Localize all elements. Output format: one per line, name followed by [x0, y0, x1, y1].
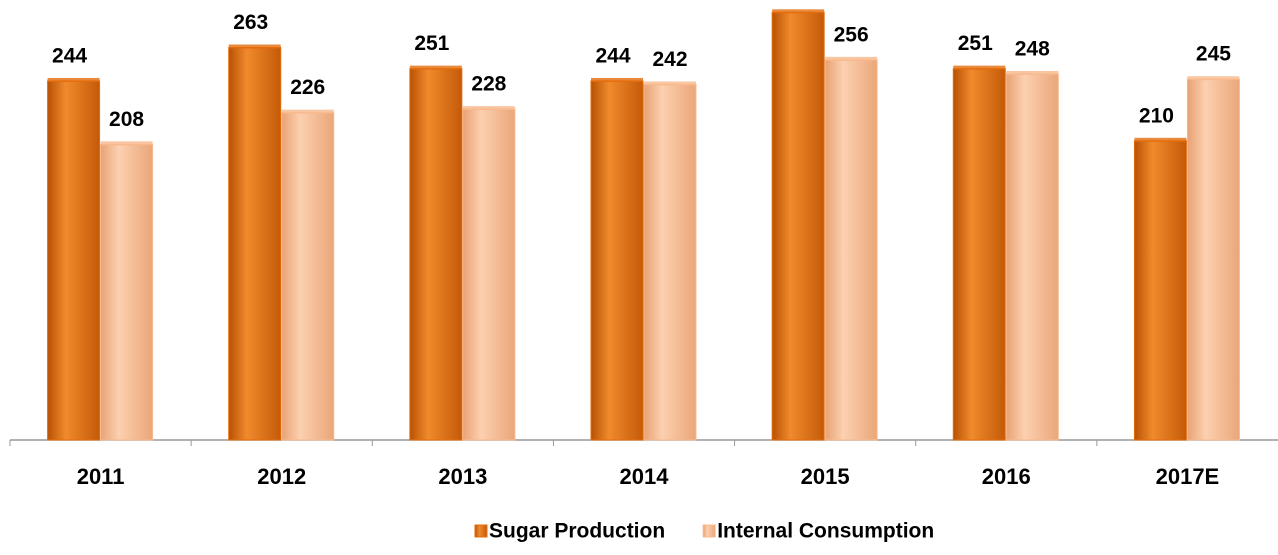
- bar-top: [825, 56, 878, 61]
- data-label: 248: [1015, 37, 1050, 60]
- legend-swatch: [702, 524, 716, 538]
- bar: [409, 68, 463, 441]
- data-label: 208: [109, 108, 144, 131]
- bar: [771, 11, 825, 441]
- data-label: 228: [471, 73, 506, 96]
- bar-top: [953, 65, 1006, 70]
- data-label: 263: [233, 11, 268, 34]
- bar: [952, 68, 1006, 441]
- data-label: 256: [834, 23, 869, 46]
- bar: [1133, 140, 1187, 441]
- bar-top: [100, 141, 153, 146]
- bar-top: [1006, 70, 1059, 75]
- bar: [462, 108, 516, 441]
- bar-top: [1187, 76, 1240, 81]
- data-label: 251: [414, 32, 449, 55]
- data-label: 242: [652, 48, 687, 71]
- bar-top: [644, 81, 696, 86]
- legend-label: Internal Consumption: [717, 520, 934, 543]
- data-label: 244: [595, 45, 630, 68]
- data-label: 244: [52, 45, 87, 68]
- bar-top: [462, 106, 515, 111]
- data-label: 210: [1139, 104, 1174, 127]
- x-tick-label: 2011: [77, 464, 125, 489]
- bar: [228, 47, 282, 441]
- bar: [1186, 78, 1240, 441]
- bar-top: [47, 77, 100, 82]
- bar-top: [1134, 137, 1187, 142]
- data-label: 251: [958, 32, 993, 55]
- data-label: 226: [290, 76, 325, 99]
- data-label: 245: [1196, 43, 1231, 66]
- x-tick-label: 2016: [982, 464, 1031, 489]
- x-tick-label: 2012: [257, 464, 306, 489]
- bar-top: [409, 65, 462, 70]
- x-tick-label: 2014: [620, 464, 670, 489]
- bar-top: [772, 9, 825, 14]
- bar: [1005, 73, 1059, 441]
- x-tick-label: 2013: [438, 464, 487, 489]
- x-tick-label: 2017E: [1156, 464, 1220, 489]
- bar: [824, 59, 878, 441]
- legend-swatch: [474, 524, 488, 538]
- bar: [100, 143, 154, 441]
- bar: [643, 83, 697, 441]
- bar-top: [281, 109, 334, 114]
- bar-top: [228, 44, 281, 49]
- bar: [281, 112, 335, 441]
- bar: [590, 80, 644, 441]
- bar-top: [591, 77, 643, 82]
- bar: [47, 80, 101, 441]
- legend-label: Sugar Production: [489, 520, 665, 543]
- x-tick-label: 2015: [801, 464, 850, 489]
